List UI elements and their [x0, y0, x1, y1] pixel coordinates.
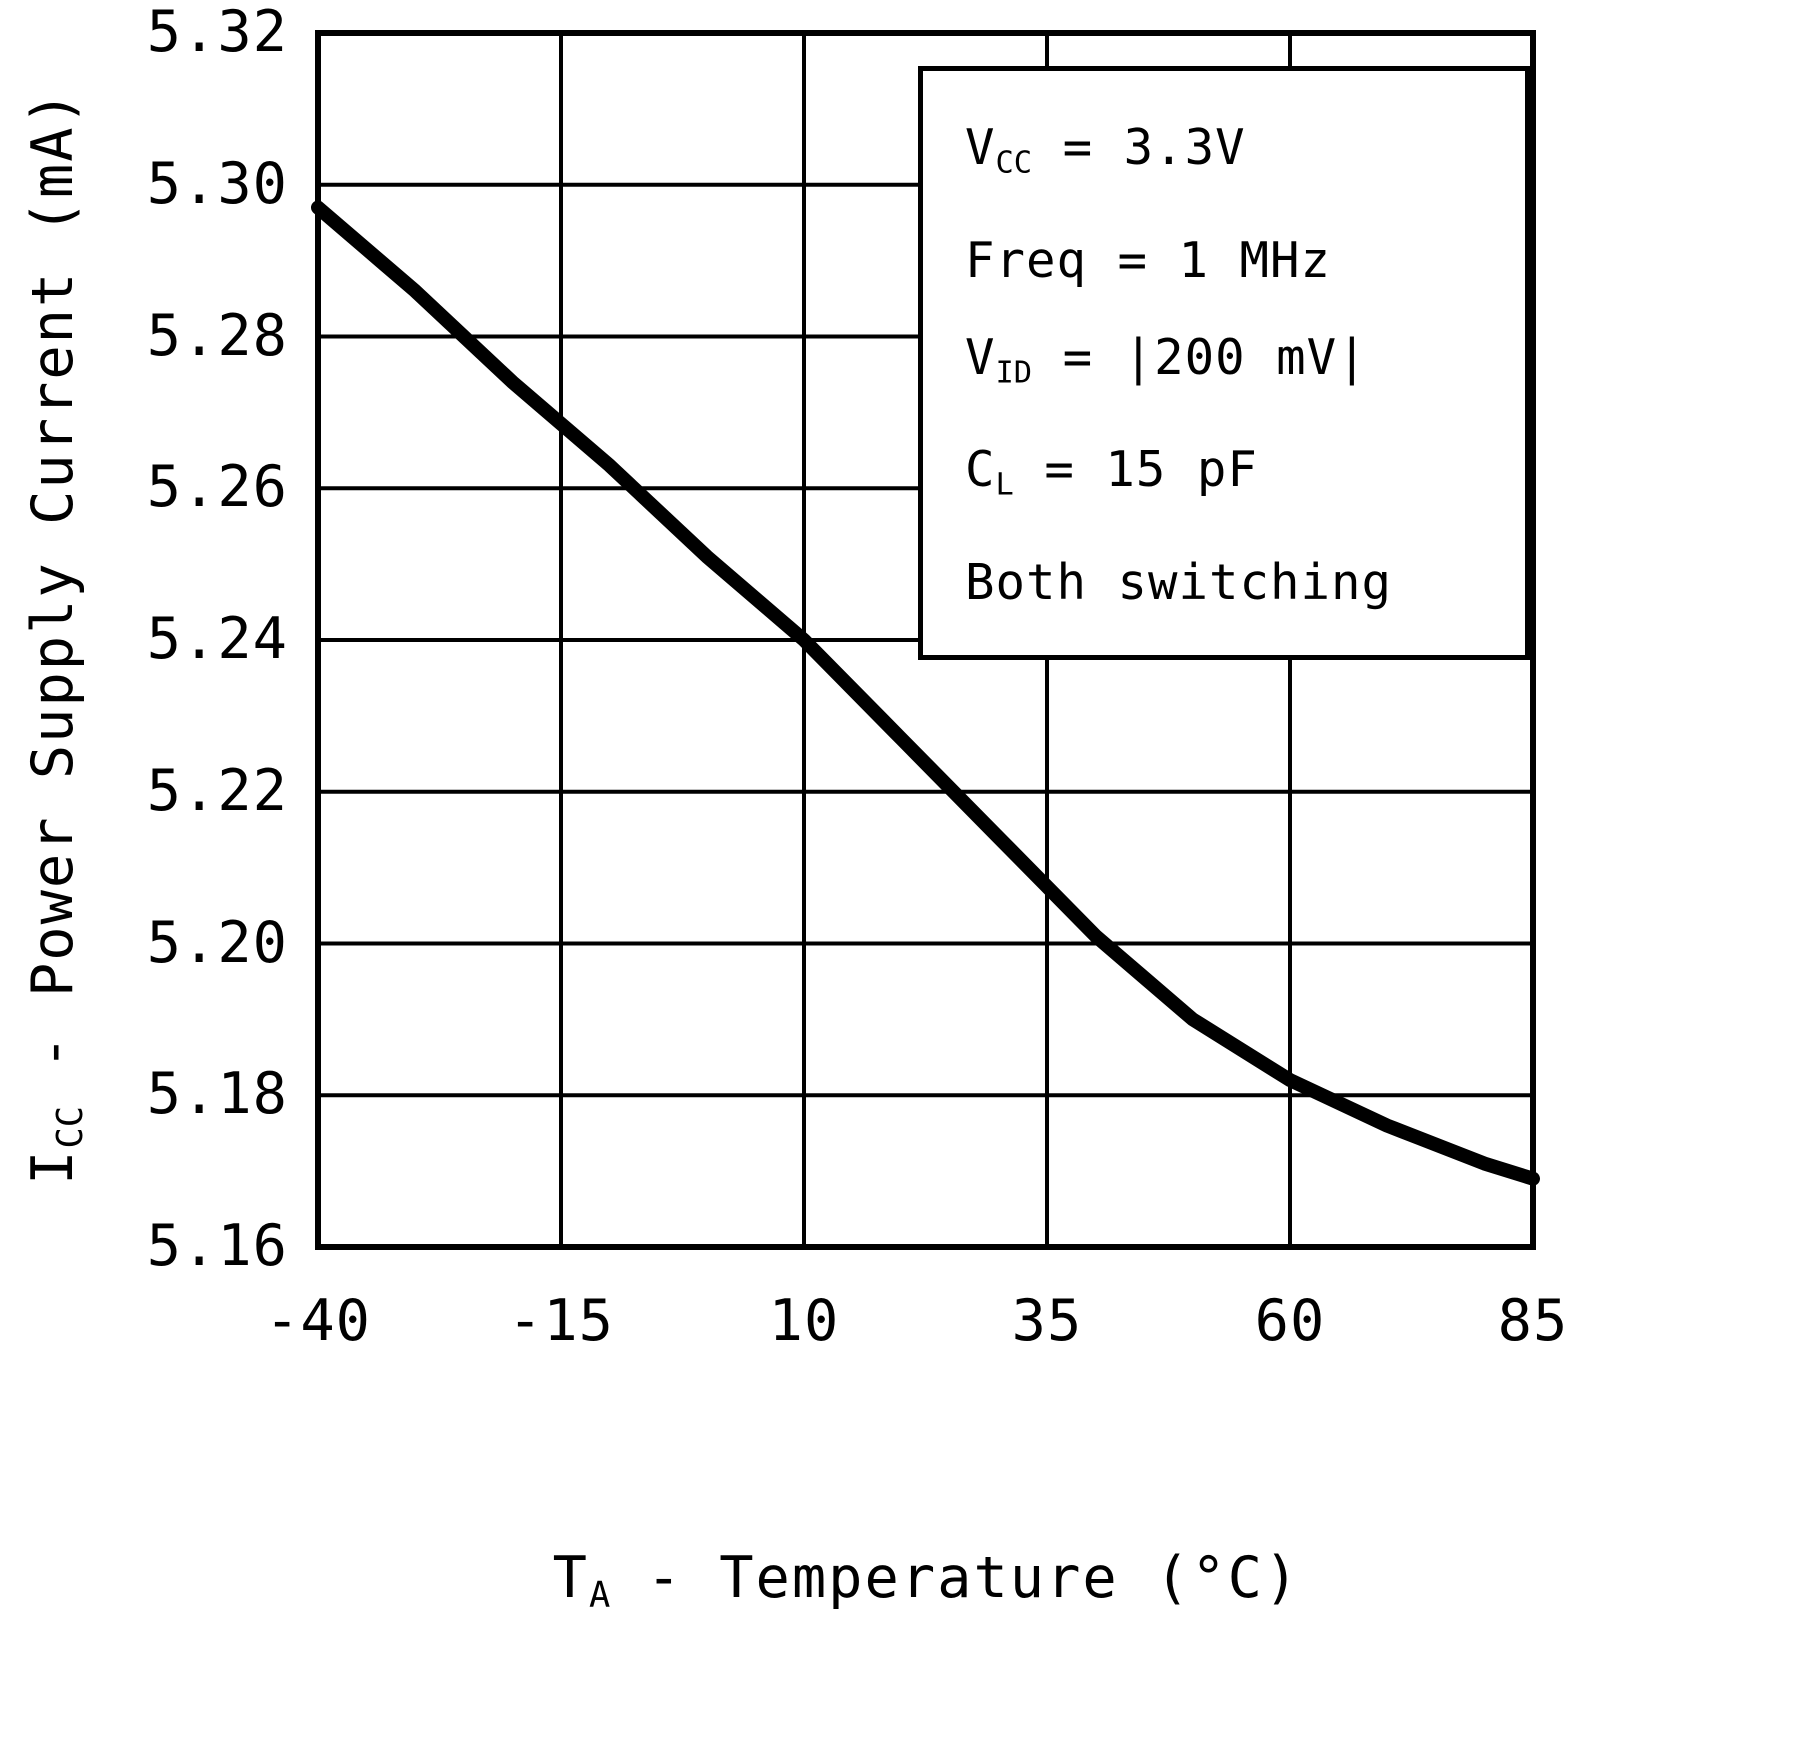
- y-tick-label: 5.22: [146, 757, 288, 824]
- conditions-line: VCC = 3.3V: [965, 119, 1246, 181]
- y-tick-label: 5.16: [146, 1213, 288, 1279]
- plot-border: [315, 30, 1536, 1250]
- x-tick-label: 85: [1497, 1288, 1569, 1354]
- y-tick-label: 5.30: [146, 150, 288, 217]
- x-axis-title: TA - Temperature (°C): [552, 1545, 1301, 1616]
- y-tick-label: 5.26: [146, 454, 288, 521]
- y-tick-label: 5.32: [146, 0, 288, 65]
- x-tick-label: -40: [265, 1288, 371, 1354]
- data-curve: [311, 200, 1540, 1186]
- conditions-line: VID = |200 mV|: [965, 328, 1368, 391]
- conditions-box: VCC = 3.3V Freq = 1 MHz VID = |200 mV| CL =…: [918, 66, 1530, 660]
- y-tick-label: 5.18: [146, 1061, 288, 1128]
- y-tick-label: 5.24: [146, 606, 288, 672]
- y-tick-label: 5.28: [146, 302, 288, 369]
- y-tick-label: 5.20: [146, 909, 288, 976]
- conditions-line: Both switching: [965, 553, 1393, 611]
- x-tick-label: 60: [1254, 1288, 1326, 1354]
- x-tick-label: 35: [1011, 1288, 1083, 1354]
- conditions-line: CL = 15 pF: [965, 441, 1258, 503]
- x-tick-label: 10: [768, 1288, 840, 1354]
- y-axis-title: ICC - Power Supply Current (mA): [20, 89, 91, 1185]
- conditions-line: Freq = 1 MHz: [965, 231, 1332, 289]
- x-tick-label: -15: [508, 1288, 614, 1354]
